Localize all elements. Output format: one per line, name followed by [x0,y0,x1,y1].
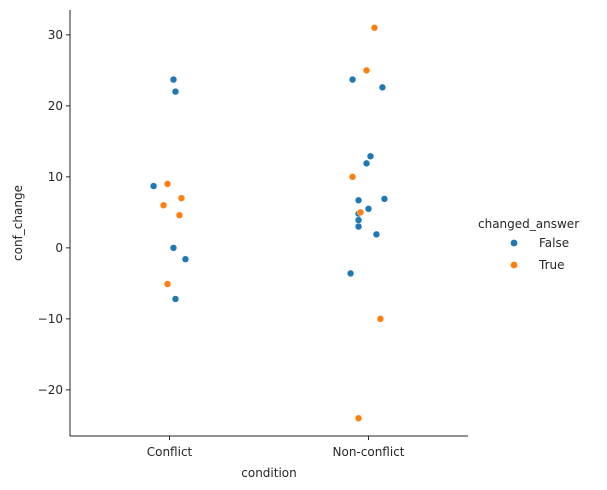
data-point-false [169,244,178,252]
y-tick-label: 20 [48,99,63,113]
data-point-true [370,24,379,32]
data-point-false [169,75,178,84]
data-point-true [362,66,371,74]
legend-entries: False True [510,236,569,272]
legend: changed_answer False True [478,217,579,272]
data-points [149,24,389,422]
data-point-true [348,173,357,181]
data-point-false [372,230,381,238]
y-tick-label: −20 [38,383,63,397]
data-point-true [159,201,168,209]
data-point-false [171,88,180,96]
data-point-false [346,269,355,278]
legend-label-false: False [539,236,569,250]
y-tick-label: 0 [55,241,63,255]
x-axis-ticks: Conflict Non-conflict [147,436,405,459]
data-point-false [348,75,357,84]
data-point-false [354,196,363,204]
y-axis-ticks: −20 −10 0 10 20 30 [38,28,70,397]
data-point-true [354,414,363,422]
data-point-false [171,295,180,303]
data-point-false [364,205,373,213]
data-point-false [181,255,190,263]
legend-label-true: True [538,258,565,272]
legend-marker-false [510,239,518,247]
y-axis-label: conf_change [11,185,25,261]
y-tick-label: 10 [48,170,63,184]
legend-title: changed_answer [478,217,579,231]
y-tick-label: −10 [38,312,63,326]
data-point-true [376,315,385,323]
data-point-true [175,211,184,219]
data-point-false [366,152,375,160]
y-tick-label: 30 [48,28,63,42]
data-point-false [378,83,387,91]
data-point-true [163,180,172,188]
x-tick-label: Non-conflict [333,445,405,459]
data-point-false [354,222,363,231]
data-point-true [177,194,186,202]
data-point-true [163,280,172,288]
data-point-true [356,208,365,216]
data-point-false [362,159,371,167]
legend-marker-true [510,261,518,269]
x-tick-label: Conflict [147,445,193,459]
data-point-false [354,216,363,224]
data-point-false [380,195,389,203]
data-point-false [149,182,158,190]
x-axis-label: condition [241,466,296,480]
